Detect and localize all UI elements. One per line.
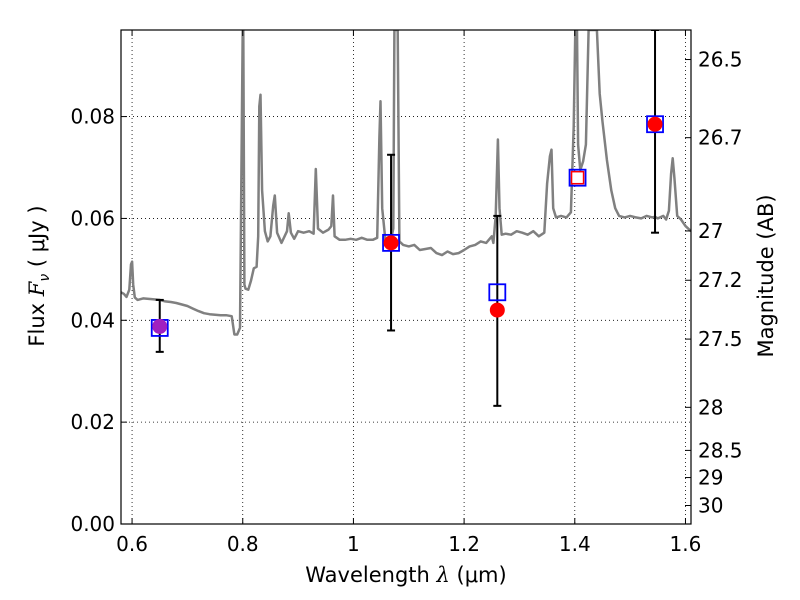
axis-ticks xyxy=(121,30,691,525)
y2-tick-label-6: 28.5 xyxy=(698,438,743,462)
model-square-marker-3 xyxy=(568,168,587,187)
x-tick-label-2: 1 xyxy=(347,532,360,556)
model-square-marker-2 xyxy=(488,283,507,302)
model-square-marker-1 xyxy=(382,233,400,252)
y-tick-label-2: 0.04 xyxy=(70,308,115,332)
observed-flux-marker-3 xyxy=(647,116,663,132)
y-label-symbol: F xyxy=(25,280,49,297)
y2-tick-label-2: 27 xyxy=(698,219,723,243)
x-label-unit: (μm) xyxy=(450,563,507,587)
x-tick-label-3: 1.2 xyxy=(448,532,480,556)
y2-axis-label: Magnitude (AB) xyxy=(754,194,778,357)
y-tick-label-0: 0.00 xyxy=(70,512,115,536)
open-square-inner-3 xyxy=(570,170,585,185)
y-label-subscript: ν xyxy=(37,274,53,282)
x-tick-label-5: 1.6 xyxy=(670,532,702,556)
y-tick-label-3: 0.06 xyxy=(70,206,115,230)
plot-frame xyxy=(120,29,692,525)
y-tick-label-4: 0.08 xyxy=(70,105,115,129)
y2-tick-label-4: 27.5 xyxy=(698,327,743,351)
y-tick-label-1: 0.02 xyxy=(70,410,115,434)
y-label-unit: ( μJy ) xyxy=(25,205,49,273)
x-label-symbol: λ xyxy=(436,563,450,587)
tick-labels: 0.6 0.8 1 1.2 1.4 1.6 0.00 0.02 0.04 0.06 0.08 26.5… xyxy=(70,48,742,556)
y2-tick-label-1: 26.7 xyxy=(698,126,743,150)
plot-area xyxy=(121,30,691,407)
x-tick-label-1: 0.8 xyxy=(227,532,259,556)
observed-flux-marker-0 xyxy=(152,318,168,334)
model-square-marker-4 xyxy=(646,115,664,134)
y-axis-label: Flux Fν ( μJy ) xyxy=(25,205,53,346)
observed-flux-marker-2 xyxy=(489,302,505,318)
x-axis-label: Wavelength λ (μm) xyxy=(305,563,506,587)
x-label-text: Wavelength xyxy=(305,563,436,587)
x-tick-label-0: 0.6 xyxy=(116,532,148,556)
y2-tick-label-7: 29 xyxy=(698,466,723,490)
y2-tick-label-5: 28 xyxy=(698,395,723,419)
y2-tick-label-8: 30 xyxy=(698,494,723,518)
observed-flux-marker-1 xyxy=(383,235,399,251)
y2-tick-label-0: 26.5 xyxy=(698,48,743,72)
y-label-text: Flux xyxy=(25,296,49,346)
x-tick-label-4: 1.4 xyxy=(559,532,591,556)
y2-tick-label-3: 27.2 xyxy=(698,268,743,292)
